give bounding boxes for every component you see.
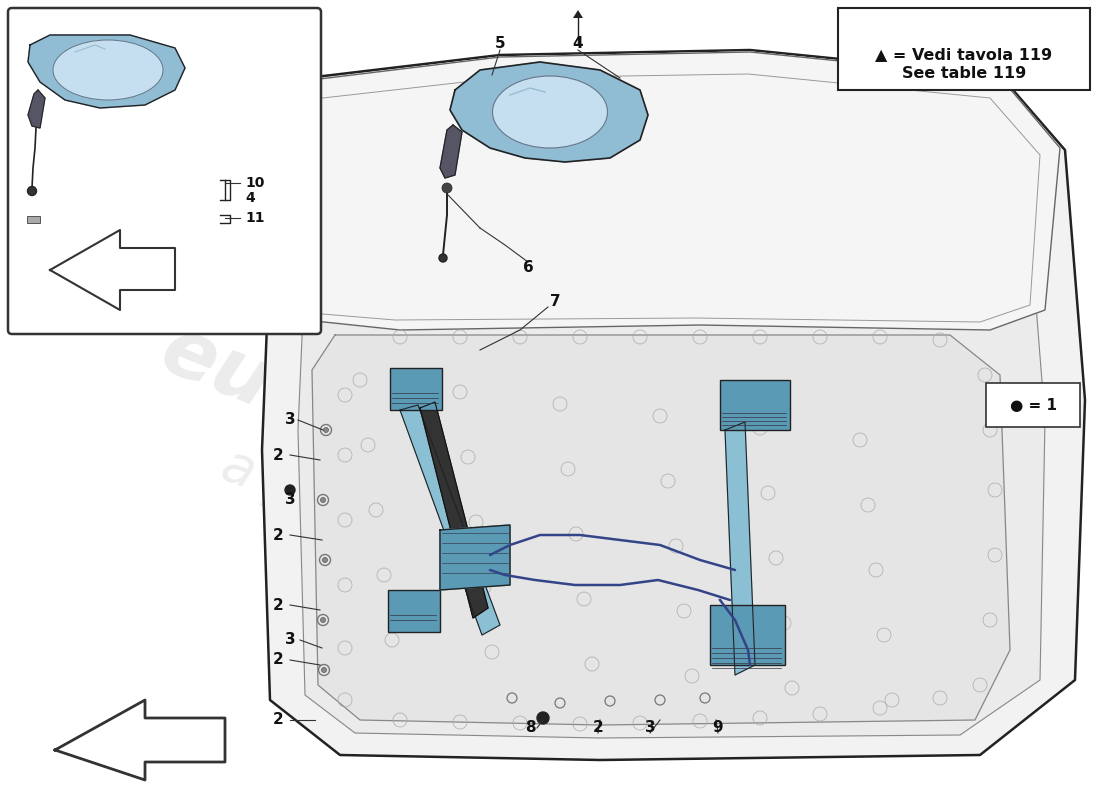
Text: See table 119: See table 119 — [902, 66, 1026, 81]
Polygon shape — [725, 422, 755, 675]
Polygon shape — [55, 700, 225, 780]
Text: 2: 2 — [273, 598, 284, 613]
Polygon shape — [450, 62, 648, 162]
Text: 9: 9 — [713, 721, 724, 735]
Text: 11: 11 — [245, 211, 264, 225]
Polygon shape — [28, 90, 45, 128]
Text: 4: 4 — [245, 191, 255, 205]
Text: 7: 7 — [550, 294, 560, 310]
Polygon shape — [262, 50, 1085, 760]
Circle shape — [537, 712, 549, 724]
Text: ● = 1: ● = 1 — [1010, 398, 1056, 413]
Polygon shape — [440, 525, 510, 590]
Text: 3: 3 — [285, 493, 295, 507]
Polygon shape — [440, 125, 462, 178]
Ellipse shape — [53, 40, 163, 100]
Circle shape — [322, 558, 328, 562]
Polygon shape — [278, 52, 1060, 330]
FancyBboxPatch shape — [838, 8, 1090, 90]
Circle shape — [28, 186, 36, 195]
Circle shape — [321, 667, 327, 673]
Bar — [390, 368, 442, 410]
Text: since 1985: since 1985 — [387, 308, 614, 432]
Polygon shape — [298, 88, 1045, 738]
Polygon shape — [28, 35, 185, 108]
Text: ▲ = Vedi tavola 119: ▲ = Vedi tavola 119 — [876, 47, 1053, 62]
Polygon shape — [400, 405, 500, 635]
Text: 2: 2 — [273, 713, 284, 727]
Text: europarts: europarts — [150, 310, 591, 550]
Ellipse shape — [493, 76, 607, 148]
Circle shape — [439, 254, 447, 262]
Bar — [710, 605, 785, 665]
Polygon shape — [420, 402, 488, 618]
FancyBboxPatch shape — [26, 215, 40, 222]
Text: 2: 2 — [593, 721, 604, 735]
Circle shape — [442, 183, 452, 193]
FancyBboxPatch shape — [986, 383, 1080, 427]
Text: 10: 10 — [245, 176, 264, 190]
Circle shape — [320, 618, 326, 622]
Bar — [388, 590, 440, 632]
Text: 2: 2 — [273, 527, 284, 542]
Polygon shape — [50, 230, 175, 310]
Text: 3: 3 — [285, 633, 295, 647]
Text: a passion: a passion — [214, 439, 465, 581]
Circle shape — [323, 427, 329, 433]
Text: 3: 3 — [285, 413, 295, 427]
Polygon shape — [573, 10, 583, 18]
Text: 3: 3 — [645, 721, 656, 735]
Text: 4: 4 — [573, 35, 583, 50]
Text: 6: 6 — [522, 261, 534, 275]
Text: 8: 8 — [525, 721, 536, 735]
Circle shape — [320, 498, 326, 502]
Bar — [720, 380, 790, 430]
Text: 2: 2 — [273, 653, 284, 667]
Polygon shape — [312, 335, 1010, 725]
FancyBboxPatch shape — [8, 8, 321, 334]
Text: 5: 5 — [495, 35, 505, 50]
Circle shape — [285, 485, 295, 495]
Text: 2: 2 — [273, 447, 284, 462]
